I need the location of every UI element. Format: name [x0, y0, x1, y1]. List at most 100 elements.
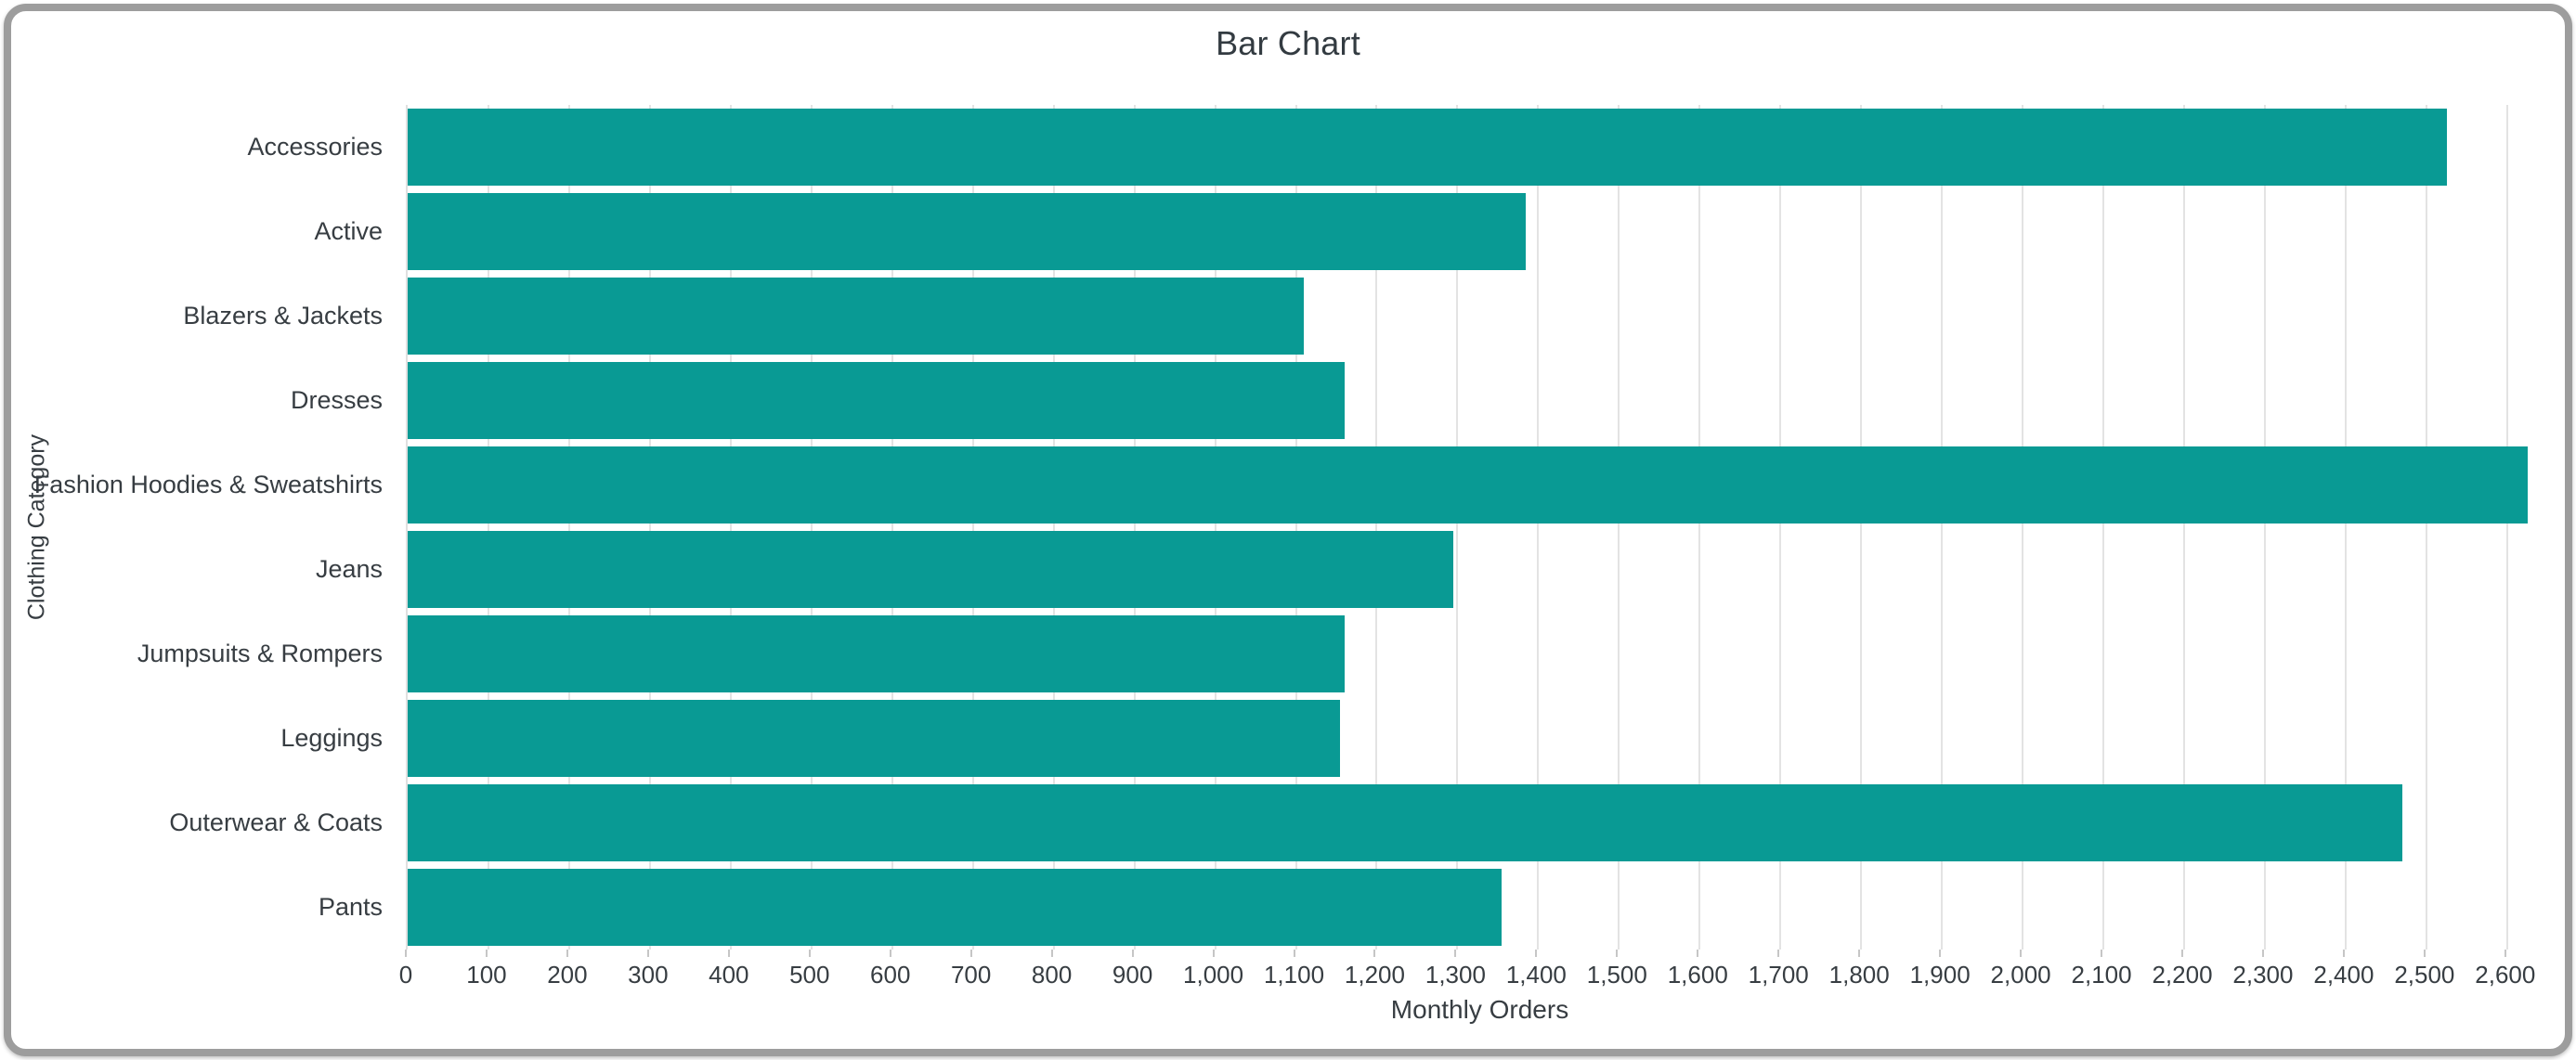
gridline — [1941, 105, 1944, 950]
y-tick-label: Blazers & Jackets — [183, 302, 383, 330]
gridline — [1618, 105, 1620, 950]
y-tick-label: Accessories — [247, 133, 383, 161]
y-tick-label: Jumpsuits & Rompers — [137, 640, 383, 667]
gridline — [1295, 105, 1297, 950]
x-tick-label: 2,100 — [2071, 961, 2132, 989]
bar-active[interactable] — [408, 193, 1527, 270]
y-tick-label: Fashion Hoodies & Sweatshirts — [33, 471, 383, 498]
x-tick-mark — [1535, 950, 1538, 957]
x-tick-mark — [1454, 950, 1457, 957]
x-tick-label: 0 — [398, 961, 413, 989]
y-tick-label: Outerwear & Coats — [169, 808, 383, 836]
y-tick-label: Pants — [318, 893, 383, 921]
x-tick-mark — [1050, 950, 1053, 957]
gridline — [1698, 105, 1701, 950]
x-tick-label: 600 — [870, 961, 911, 989]
x-tick-mark — [1777, 950, 1780, 957]
x-tick-label: 300 — [628, 961, 669, 989]
x-tick-mark — [808, 950, 811, 957]
gridline — [1052, 105, 1055, 950]
plot-area — [406, 105, 2554, 950]
x-tick-label: 900 — [1112, 961, 1153, 989]
x-tick-mark — [1373, 950, 1376, 957]
bar-jeans[interactable] — [408, 531, 1454, 608]
gridline — [648, 105, 651, 950]
x-tick-mark — [889, 950, 891, 957]
x-tick-label: 1,600 — [1667, 961, 1728, 989]
bar-dresses[interactable] — [408, 362, 1345, 439]
x-tick-mark — [2504, 950, 2506, 957]
x-tick-mark — [2181, 950, 2183, 957]
gridline — [2183, 105, 2185, 950]
x-tick-label: 1,100 — [1263, 961, 1325, 989]
x-tick-label: 2,600 — [2475, 961, 2536, 989]
x-tick-mark — [1858, 950, 1861, 957]
x-tick-mark — [1131, 950, 1134, 957]
x-axis-ticks: 0 100 200 300 400 500 600 700 800 900 1,000 1,100 1,… — [399, 950, 2554, 1005]
x-tick-mark — [1939, 950, 1942, 957]
x-tick-mark — [2342, 950, 2345, 957]
y-tick-label: Active — [314, 217, 383, 245]
x-tick-mark — [969, 950, 972, 957]
gridline — [2344, 105, 2347, 950]
x-tick-label: 1,400 — [1505, 961, 1567, 989]
bar-leggings[interactable] — [408, 700, 1341, 777]
gridline — [2425, 105, 2427, 950]
gridline — [1860, 105, 1863, 950]
x-tick-label: 1,700 — [1748, 961, 1809, 989]
x-tick-label: 1,500 — [1586, 961, 1647, 989]
x-tick-label: 2,200 — [2152, 961, 2213, 989]
gridline — [2505, 105, 2508, 950]
x-tick-mark — [2423, 950, 2426, 957]
gridline — [567, 105, 570, 950]
gridline — [729, 105, 732, 950]
gridline — [487, 105, 489, 950]
x-tick-mark — [2261, 950, 2264, 957]
x-tick-label: 800 — [1031, 961, 1073, 989]
gridline — [891, 105, 893, 950]
gridline — [2022, 105, 2024, 950]
x-tick-mark — [727, 950, 730, 957]
gridline — [971, 105, 974, 950]
x-tick-mark — [405, 950, 407, 957]
x-tick-mark — [1293, 950, 1295, 957]
x-tick-label: 500 — [789, 961, 830, 989]
x-tick-mark — [1212, 950, 1215, 957]
y-axis-labels: Accessories Active Blazers & Jackets Dresse… — [0, 105, 383, 950]
y-tick-label: Dresses — [290, 386, 383, 414]
gridline — [1456, 105, 1459, 950]
x-tick-label: 1,300 — [1425, 961, 1486, 989]
gridline — [2263, 105, 2266, 950]
gridline — [810, 105, 813, 950]
y-tick-label: Jeans — [315, 555, 383, 583]
chart-title: Bar Chart — [1216, 24, 1360, 62]
gridline — [1779, 105, 1782, 950]
y-tick-label: Leggings — [280, 724, 383, 752]
x-tick-label: 2,400 — [2313, 961, 2374, 989]
gridline — [1375, 105, 1378, 950]
bar-jumpsuits-rompers[interactable] — [408, 615, 1345, 692]
x-tick-label: 1,900 — [1909, 961, 1971, 989]
x-tick-label: 100 — [466, 961, 507, 989]
gridline — [1133, 105, 1136, 950]
x-tick-label: 2,000 — [1990, 961, 2051, 989]
bar-outerwear-coats[interactable] — [408, 784, 2402, 861]
x-tick-label: 2,300 — [2232, 961, 2294, 989]
x-tick-label: 1,800 — [1828, 961, 1890, 989]
x-tick-label: 1,000 — [1183, 961, 1244, 989]
x-tick-mark — [2101, 950, 2103, 957]
x-tick-mark — [2020, 950, 2023, 957]
gridline — [1537, 105, 1540, 950]
x-tick-label: 2,500 — [2394, 961, 2455, 989]
x-tick-mark — [1616, 950, 1619, 957]
bar-pants[interactable] — [408, 869, 1503, 946]
bar-accessories[interactable] — [408, 109, 2447, 186]
bar-fashion-hoodies-sweatshirts[interactable] — [408, 446, 2528, 524]
gridline — [1214, 105, 1216, 950]
x-tick-mark — [485, 950, 488, 957]
x-tick-label: 400 — [709, 961, 749, 989]
bar-blazers-jackets[interactable] — [408, 278, 1305, 355]
x-tick-label: 1,200 — [1344, 961, 1405, 989]
gridline — [2102, 105, 2105, 950]
